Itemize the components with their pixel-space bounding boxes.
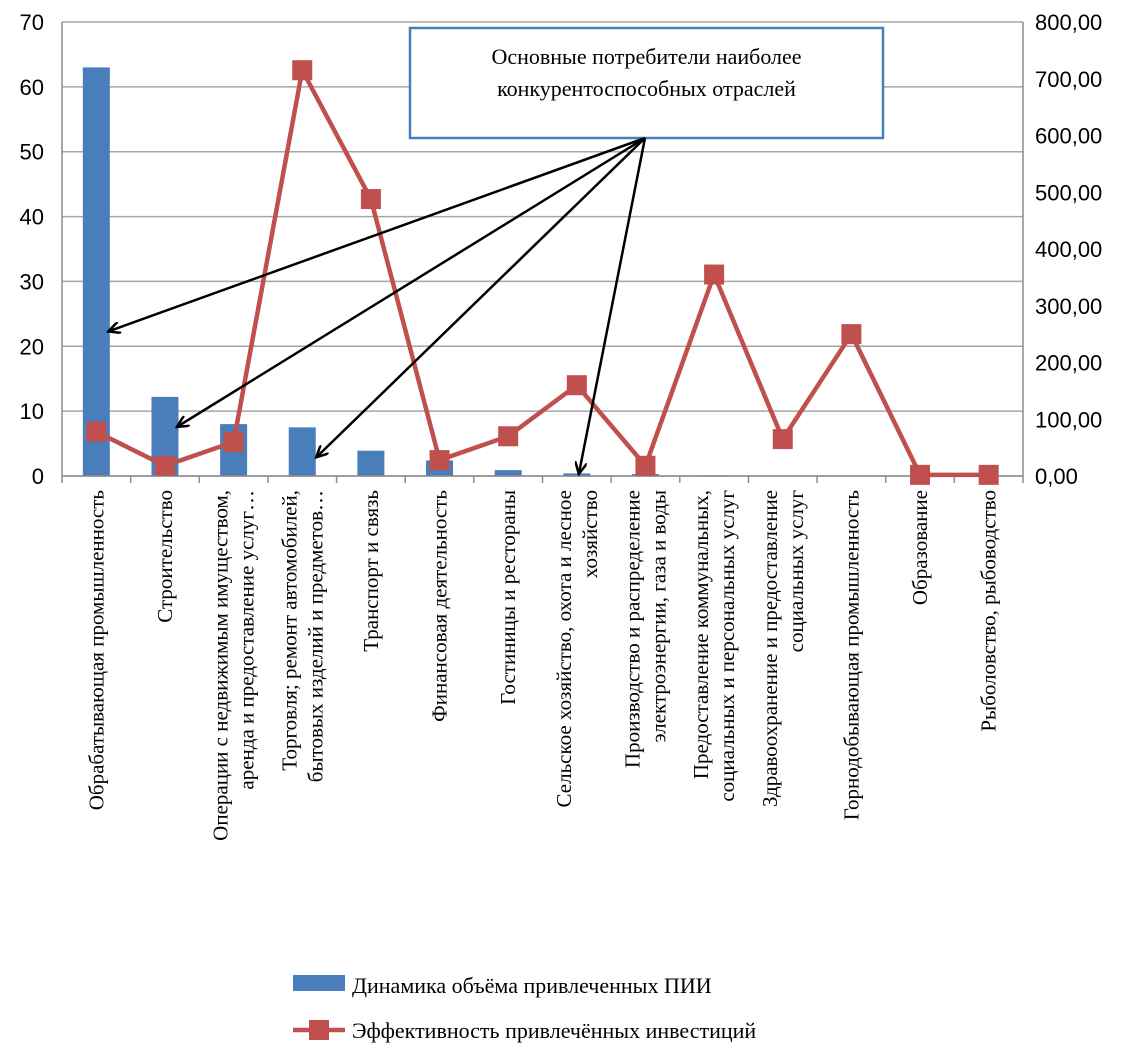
right-tick-label: 700,00 [1035,67,1102,92]
annotation-text: Основные потребители наиболее [491,44,801,69]
left-tick-label: 30 [20,269,44,294]
legend-label-bars: Динамика объёма привлеченных ПИИ [352,973,712,998]
line-point [772,429,793,450]
left-tick-label: 60 [20,75,44,100]
category-label-line: Операции с недвижимым имуществом, [209,490,233,841]
category-label: Здравоохранение и предоставлениесоциальн… [758,490,808,807]
legend-label-line: Эффективность привлечённых инвестиций [352,1018,756,1043]
category-label: Образование [908,490,932,605]
category-label: Предоставление коммунальных,социальных и… [689,490,739,802]
line-point [360,189,381,210]
category-label: Операции с недвижимым имуществом,аренда … [209,490,259,841]
right-tick-label: 100,00 [1035,407,1102,432]
category-label: Сельское хозяйство, охота и лесноехозяйс… [552,490,602,807]
line-point [978,464,999,485]
annotation-arrow [316,137,646,457]
left-tick-label: 40 [20,205,44,230]
category-label-line: Горнодобывающая промышленность [839,490,863,820]
bar [357,450,385,476]
annotation-arrow [579,137,647,474]
category-label-line: Производство и распределение [620,490,644,768]
category-label: Рыболовство, рыбоводство [977,490,1001,732]
line-point [154,455,175,476]
right-tick-label: 200,00 [1035,351,1102,376]
category-label-line: Образование [908,490,932,605]
category-label-line: бытовых изделий и предметов… [303,490,327,782]
right-tick-label: 600,00 [1035,124,1102,149]
line-point [635,455,656,476]
category-label-line: Гостиницы и рестораны [496,490,520,705]
category-label: Обрабатывающая промышленность [84,490,108,810]
category-label-line: Торговля; ремонт автомобилей, [277,490,301,771]
right-axis-ticks: 0,00 100,00 200,00 300,00 400,00 500,00 600,00… [1035,10,1102,489]
line-point [704,264,725,285]
category-label-line: электроэнергии, газа и воды [646,490,670,742]
line-point [910,464,931,485]
category-label-line: хозяйство [578,490,602,578]
category-label-line: Строительство [153,490,177,623]
annotation-arrow [108,136,646,331]
left-axis-ticks: 0 10 20 30 40 50 60 70 [20,10,44,489]
axes [61,22,1024,483]
category-label: Горнодобывающая промышленность [839,490,863,820]
category-label-line: социальных и персональных услуг [715,490,739,802]
category-label: Торговля; ремонт автомобилей,бытовых изд… [277,490,327,782]
annotation-arrow [177,136,646,427]
category-label: Гостиницы и рестораны [496,490,520,705]
category-label-line: аренда и предоставление услуг… [235,490,259,790]
series-line [95,63,989,478]
right-tick-label: 400,00 [1035,237,1102,262]
bar [82,67,110,477]
right-tick-label: 500,00 [1035,180,1102,205]
legend-swatch-marker [309,1020,329,1040]
line-series [86,60,999,485]
category-label-line: социальных услуг [784,490,808,653]
category-labels: Обрабатывающая промышленность Строительст… [84,490,1000,841]
line-point [498,426,519,447]
annotation: Основные потребители наиболее конкурентос… [108,26,885,474]
legend-swatch-bars [293,975,345,991]
category-label-line: Здравоохранение и предоставление [758,490,782,807]
left-tick-label: 20 [20,334,44,359]
left-tick-label: 70 [20,10,44,35]
line-point [86,421,107,442]
bar [494,470,522,476]
category-label: Финансовая деятельность [428,490,452,722]
category-label: Производство и распределениеэлектроэнерг… [620,490,670,768]
category-label-line: Финансовая деятельность [428,490,452,722]
legend: Динамика объёма привлеченных ПИИ Эффектив… [293,973,756,1043]
line-point [292,60,313,81]
line-point [841,324,862,345]
category-label-line: Предоставление коммунальных, [689,490,713,779]
left-tick-label: 50 [20,140,44,165]
right-tick-label: 300,00 [1035,294,1102,319]
annotation-box [408,26,885,140]
category-label: Транспорт и связь [359,490,383,652]
right-tick-label: 800,00 [1035,10,1102,35]
category-label-line: Сельское хозяйство, охота и лесное [552,490,576,807]
line-point [223,431,244,452]
gridlines [62,21,1023,477]
left-tick-label: 10 [20,399,44,424]
right-tick-label: 0,00 [1035,464,1078,489]
bar [288,427,316,476]
category-label: Строительство [153,490,177,623]
left-tick-label: 0 [32,464,44,489]
annotation-text: конкурентоспособных отраслей [497,76,796,101]
line-point [429,450,450,471]
category-label-line: Транспорт и связь [359,490,383,652]
category-label-line: Рыболовство, рыбоводство [977,490,1001,732]
category-label-line: Обрабатывающая промышленность [84,490,108,810]
line-point [566,375,587,396]
